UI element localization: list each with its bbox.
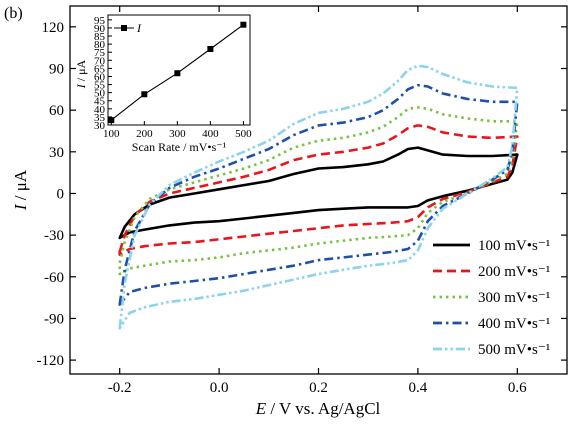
cv-curve-300-mv	[118, 106, 519, 276]
x-tick-label: 0.6	[508, 380, 527, 396]
x-axis-title-text: / V vs. Ag/AgCl	[266, 399, 380, 418]
x-tick-label: 0.0	[210, 380, 229, 396]
inset-y-tick-label: 35	[94, 112, 106, 124]
inset-x-tick-label: 100	[103, 128, 120, 140]
y-axis-title-text: / μA	[11, 169, 30, 204]
inset-y-tick-label: 95	[94, 15, 106, 27]
panel-label: (b)	[4, 5, 23, 22]
y-tick-label: 0	[57, 186, 65, 202]
legend-label-300-mv: 300 mV•s⁻¹	[478, 290, 550, 306]
inset-point	[240, 21, 247, 28]
x-tick-label: -0.2	[108, 380, 132, 396]
x-axis-title-symbol: E	[255, 399, 267, 418]
inset-x-axis: 100 200 300 400 500	[103, 121, 252, 140]
inset-x-tick-label: 500	[235, 128, 252, 140]
main-y-axis: -120 -90 -60 -30 0 30 60 90 120	[37, 20, 567, 369]
y-tick-label: -30	[44, 228, 64, 244]
y-tick-label: -120	[37, 353, 65, 369]
x-tick-label: 0.4	[409, 380, 428, 396]
cv-curve-100-mv	[118, 146, 519, 240]
cv-curve-200-mv	[118, 124, 519, 256]
inset-y-axis-title-text: / μA	[74, 59, 88, 84]
inset-y-tick-label: 30	[94, 120, 106, 132]
x-tick-label: 0.2	[309, 380, 328, 396]
inset-y-tick-label: 90	[94, 23, 106, 35]
inset-legend-swatch-marker	[121, 25, 127, 31]
inset-y-tick-label: 60	[94, 71, 106, 83]
y-axis-title-symbol: I	[11, 203, 30, 211]
inset-y-tick-label: 70	[94, 55, 106, 67]
y-tick-label: -90	[44, 311, 64, 327]
inset-x-tick-label: 200	[136, 128, 153, 140]
inset-y-tick-label: 75	[94, 47, 106, 59]
legend-label-400-mv: 400 mV•s⁻¹	[478, 316, 550, 332]
inset-point	[108, 117, 115, 124]
y-tick-label: -60	[44, 270, 64, 286]
inset-x-tick-label: 400	[202, 128, 219, 140]
inset-y-axis-title: I / μA	[74, 59, 88, 89]
inset-plot-frame	[107, 14, 251, 126]
y-tick-label: 60	[49, 103, 64, 119]
main-series-group	[118, 64, 519, 330]
main-legend: 100 mV•s⁻¹ 200 mV•s⁻¹ 300 mV•s⁻¹ 400 mV•s⁻¹…	[433, 238, 550, 358]
inset-point	[141, 91, 148, 98]
inset-y-axis-title-symbol: I	[74, 83, 88, 89]
inset-y-tick-label: 80	[94, 39, 106, 51]
inset-y-tick-label: 45	[94, 96, 106, 108]
legend-label-100-mv: 100 mV•s⁻¹	[478, 238, 550, 254]
inset-point	[174, 70, 181, 77]
y-tick-label: 90	[49, 61, 64, 77]
cv-curve-500-mv	[118, 64, 519, 330]
y-tick-label: 120	[42, 20, 65, 36]
y-tick-label: 30	[49, 145, 64, 161]
inset-x-axis-title: Scan Rate / mV•s⁻¹	[132, 140, 227, 154]
cv-curve-400-mv	[118, 83, 519, 306]
x-axis-title: E / V vs. Ag/AgCl	[255, 399, 381, 418]
main-x-axis: -0.2 0.0 0.2 0.4 0.6	[108, 6, 527, 396]
inset-series-group	[108, 21, 247, 124]
inset-legend: I	[114, 21, 142, 35]
y-axis-title: I / μA	[11, 169, 30, 211]
inset-x-tick-label: 300	[169, 128, 186, 140]
legend-label-500-mv: 500 mV•s⁻¹	[478, 342, 550, 358]
inset-y-tick-label: 40	[94, 104, 106, 116]
inset-legend-label: I	[136, 21, 142, 35]
inset-point	[207, 45, 214, 52]
inset-y-tick-label: 50	[94, 88, 106, 100]
legend-label-200-mv: 200 mV•s⁻¹	[478, 264, 550, 280]
inset-y-tick-label: 65	[94, 63, 106, 75]
inset-y-tick-label: 55	[94, 80, 106, 92]
inset-y-tick-label: 85	[94, 31, 106, 43]
